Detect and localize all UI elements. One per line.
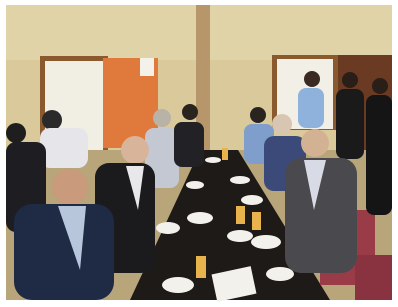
page: {} — [0, 0, 398, 307]
window — [140, 58, 154, 76]
chair — [355, 255, 392, 300]
scene — [6, 5, 392, 302]
photo — [0, 0, 398, 307]
